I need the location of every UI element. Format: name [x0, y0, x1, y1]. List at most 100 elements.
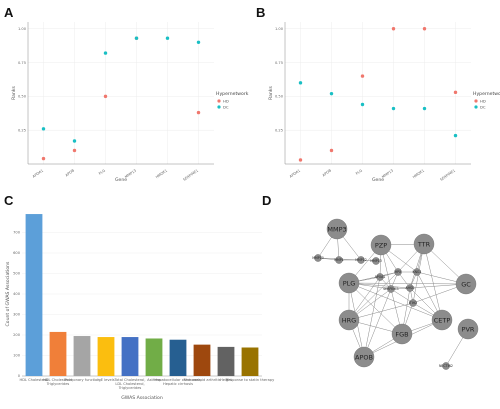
legend-marker-hd — [217, 99, 220, 102]
point-dc — [104, 51, 107, 54]
point-hd — [454, 91, 457, 94]
x-tick-label: Response to statin therapy — [226, 378, 275, 382]
bar — [26, 214, 43, 376]
node-label: MMP3 — [327, 225, 346, 233]
point-dc — [135, 37, 138, 40]
bar — [50, 332, 67, 376]
legend-item-hd: HD — [480, 98, 486, 103]
x-tick-label: APOA1 — [32, 169, 44, 179]
x-tick-label: PLG — [98, 168, 106, 175]
node-label: FGB — [395, 330, 408, 338]
x-tick-label: IgE levels — [97, 378, 114, 382]
node-label: NECTIN2 — [439, 364, 453, 368]
point-hd — [197, 111, 200, 114]
point-dc — [166, 37, 169, 40]
x-tick-label: Pulmonary function — [65, 378, 100, 382]
legend-item-dc: DC — [480, 104, 486, 109]
bar — [74, 336, 91, 376]
y-axis-label: Ranks — [268, 85, 274, 99]
node-label: MMP1 — [334, 258, 343, 262]
point-dc — [330, 92, 333, 95]
node-label: CETP — [434, 316, 451, 324]
y-tick-label: 0.75 — [275, 61, 283, 65]
point-dc — [73, 139, 76, 142]
node-label: APOB — [355, 353, 373, 361]
legend-title: Hypernetwork — [473, 91, 500, 97]
node-label: MMP13 — [370, 259, 381, 263]
scatter-chart-a: 0.250.500.751.00APOA1 APOB PLG MMP13 HMOX1 SE… — [11, 22, 249, 183]
point-hd — [104, 95, 107, 98]
y-axis-label: Ranks — [11, 85, 17, 99]
x-tick-label: Triglycerides — [46, 382, 70, 386]
x-axis-label: GWAS Association — [121, 395, 163, 401]
point-dc — [454, 134, 457, 137]
legend-item-hd: HD — [223, 98, 229, 103]
x-tick-label: Rheumatoid arthritis — [183, 378, 220, 382]
y-tick-label: 1.00 — [275, 27, 284, 31]
node-label: KNG1 — [413, 270, 422, 274]
y-tick-label: 0.50 — [275, 95, 284, 99]
bar — [170, 340, 187, 376]
y-tick-label: 200 — [13, 333, 21, 337]
x-tick-label: APOB — [322, 168, 333, 177]
x-axis-label: Gene — [372, 177, 384, 183]
point-dc — [197, 41, 200, 44]
x-tick-label: Triglycerides — [118, 386, 142, 390]
panel-label-b: B — [256, 5, 265, 20]
network-edge — [424, 244, 442, 320]
legend-marker-hd — [474, 99, 477, 102]
node-label: HPX — [395, 270, 402, 274]
y-tick-label: 0.25 — [18, 128, 26, 132]
node-label: PVR — [462, 325, 475, 333]
panel-label-c: C — [4, 193, 14, 208]
y-tick-label: 600 — [13, 251, 21, 255]
panel-label-a: A — [4, 5, 14, 20]
point-dc — [361, 103, 364, 106]
x-axis-label: Gene — [115, 177, 127, 183]
y-tick-label: 0.25 — [275, 128, 283, 132]
node-label: HRG — [342, 316, 356, 324]
point-dc — [392, 107, 395, 110]
point-hd — [423, 27, 426, 30]
bar — [98, 337, 115, 376]
y-tick-label: 0.50 — [18, 95, 27, 99]
x-tick-label: SERPINE1 — [439, 169, 456, 182]
y-tick-label: 0.75 — [18, 61, 26, 65]
x-tick-label: HMOX1 — [155, 169, 168, 180]
node-label: MMP12 — [355, 258, 366, 262]
legend-marker-dc — [474, 105, 477, 108]
point-dc — [299, 81, 302, 84]
point-hd — [42, 157, 45, 160]
y-tick-label: 300 — [13, 313, 21, 317]
y-tick-label: 700 — [13, 231, 21, 235]
node-label: PLG — [343, 279, 356, 287]
y-tick-label: 500 — [13, 272, 21, 276]
scatter-chart-b: 0.25 0.50 0.75 1.00 APOA1 APOB PLG MMP13 HMOX1 SE… — [268, 22, 500, 183]
x-tick-label: SERPINE1 — [182, 169, 199, 182]
point-hd — [330, 149, 333, 152]
node-label: MMP10 — [312, 256, 323, 260]
node-label: GC — [461, 280, 471, 288]
point-hd — [361, 74, 364, 77]
panel-label-d: D — [262, 193, 271, 208]
y-tick-label: 100 — [13, 354, 21, 358]
network-edge — [349, 283, 466, 284]
y-axis-label: Count of GWAS Associations — [5, 261, 11, 327]
point-hd — [73, 149, 76, 152]
point-hd — [392, 27, 395, 30]
node-label: AHSG — [405, 286, 415, 290]
point-hd — [299, 158, 302, 161]
legend-marker-dc — [217, 105, 220, 108]
x-tick-label: APOB — [65, 168, 76, 177]
legend-title: Hypernetwork — [216, 91, 249, 97]
node-label: APOA1 — [375, 275, 386, 279]
network-diagram-d: MMP3PZP TTRGCPLGHRGFGBCETPPVRAPOBMMP10 MMP… — [312, 219, 478, 370]
network-edge — [364, 277, 380, 357]
node-label: PZP — [375, 241, 387, 249]
legend-item-dc: DC — [223, 104, 229, 109]
point-dc — [42, 127, 45, 130]
point-dc — [423, 107, 426, 110]
y-tick-label: 400 — [13, 292, 21, 296]
x-tick-label: HMOX1 — [412, 169, 425, 180]
